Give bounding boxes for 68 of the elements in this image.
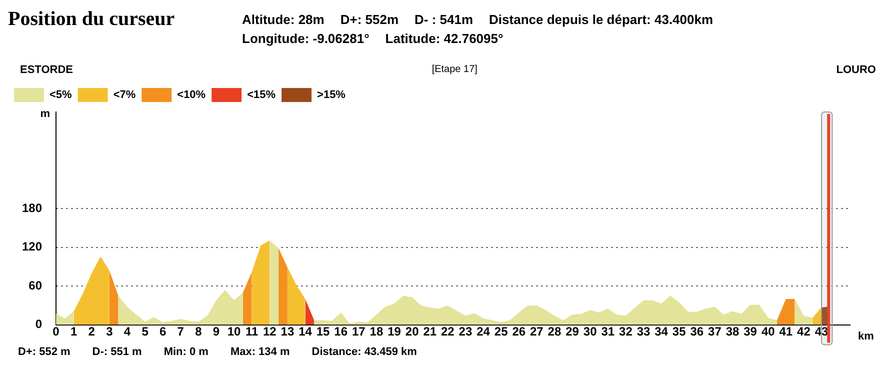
x-axis-title: km (858, 330, 874, 342)
text: Max: 134 m (230, 346, 290, 358)
x-tick-label: 28 (548, 324, 562, 338)
text: Altitude: 28m (242, 12, 324, 27)
y-axis-title: m (40, 108, 50, 120)
x-tick-label: 12 (262, 324, 277, 338)
x-tick-label: 31 (601, 324, 615, 338)
x-tick-label: 14 (298, 324, 312, 338)
legend-label: <7% (113, 89, 136, 102)
x-tick-label: 22 (440, 324, 455, 338)
x-tick-label: 42 (797, 324, 811, 338)
y-tick-label: 120 (22, 240, 42, 254)
x-tick-label: 16 (334, 324, 348, 338)
text: D+: 552 m (18, 346, 70, 358)
x-tick-label: 26 (512, 324, 526, 338)
x-tick-label: 11 (246, 324, 259, 338)
y-tick-label: 180 (22, 201, 42, 216)
y-tick-label: 60 (28, 278, 42, 292)
x-tick-label: 37 (708, 324, 722, 338)
x-tick-label: 13 (280, 324, 294, 338)
text: Longitude: -9.06281° (242, 31, 370, 46)
x-tick-label: 34 (654, 324, 668, 338)
x-tick-label: 24 (476, 324, 490, 338)
text: D+: 552m (340, 12, 399, 27)
x-tick-label: 18 (370, 324, 384, 338)
x-tick-label: 3 (106, 324, 114, 338)
x-tick-label: 15 (316, 324, 330, 338)
x-tick-label: 7 (177, 324, 184, 338)
x-tick-label: 33 (636, 324, 650, 338)
x-tick-label: 1 (70, 324, 78, 338)
text: Min: 0 m (164, 346, 208, 358)
x-tick-label: 36 (690, 324, 704, 338)
x-tick-label: 4 (124, 324, 131, 338)
x-tick-label: 27 (530, 324, 544, 338)
x-tick-label: 2 (88, 324, 96, 338)
x-tick-label: 41 (779, 324, 793, 338)
chart-title: Position du curseur (8, 8, 176, 31)
x-tick-label: 8 (195, 324, 202, 338)
x-tick-label: 30 (583, 324, 598, 338)
text: Distance depuis le départ: 43.400km (489, 12, 714, 27)
x-tick-label: 20 (405, 324, 420, 338)
x-tick-label: 29 (566, 324, 580, 338)
x-tick-label: 23 (458, 324, 472, 338)
x-tick-label: 19 (388, 324, 402, 338)
legend-label: <5% (50, 89, 72, 102)
x-tick-label: 40 (761, 324, 776, 338)
text: Distance: 43.459 km (312, 346, 417, 358)
x-tick-label: 6 (159, 324, 166, 338)
x-tick-label: 38 (726, 324, 740, 338)
x-tick-label: 25 (494, 324, 508, 338)
x-tick-label: 32 (619, 324, 633, 338)
legend-label: >15% (317, 89, 346, 102)
x-tick-label: 9 (212, 324, 220, 338)
x-tick-label: 0 (52, 324, 60, 338)
text: [Etape 17] (432, 64, 478, 77)
x-tick-label: 17 (352, 324, 366, 338)
legend-label: <15% (247, 89, 276, 102)
x-tick-label: 5 (142, 324, 149, 338)
legend-label: <10% (177, 89, 206, 102)
text: LOURO (836, 64, 876, 78)
x-tick-label: 39 (744, 324, 758, 338)
x-tick-label: 35 (672, 324, 686, 338)
text: Latitude: 42.76095° (385, 31, 504, 46)
text: ESTORDE (20, 64, 73, 78)
x-tick-label: 21 (423, 324, 437, 338)
text: D- : 541m (414, 12, 474, 27)
x-tick-label: 10 (227, 324, 242, 338)
text: D-: 551 m (92, 346, 142, 358)
